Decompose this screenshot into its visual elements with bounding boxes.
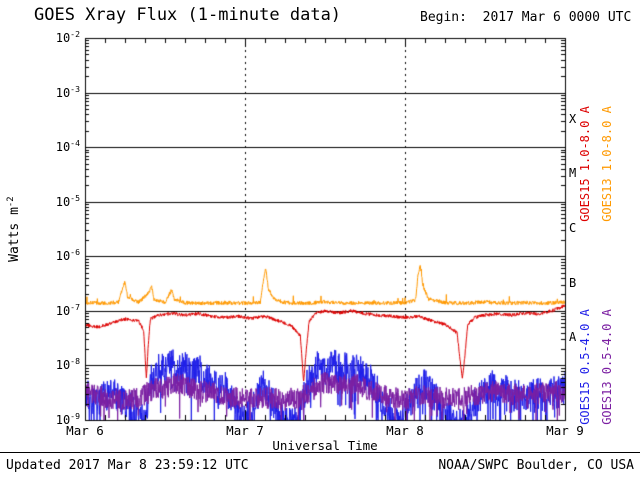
x-tick-label: Mar 7 — [226, 423, 264, 438]
flare-class-label: M — [569, 166, 577, 181]
x-axis-label: Universal Time — [272, 438, 378, 453]
updated-timestamp: Updated 2017 Mar 8 23:59:12 UTC — [6, 458, 249, 473]
y-tick-label: 10-3 — [55, 83, 80, 100]
y-tick-label: 10-2 — [55, 29, 80, 45]
begin-time-label: Begin: 2017 Mar 6 0000 UTC — [420, 10, 632, 25]
flare-class-label: A — [569, 330, 577, 345]
flare-class-label: B — [569, 275, 577, 290]
series-axis-label: GOES15 0.5-4.0 A — [578, 309, 592, 425]
y-tick-label: 10-4 — [55, 138, 80, 155]
noaa-swpc-credit: NOAA/SWPC Boulder, CO USA — [438, 458, 634, 473]
series-axis-label: GOES13 0.5-4.0 A — [600, 309, 614, 425]
x-tick-label: Mar 6 — [66, 423, 104, 438]
footer-divider — [0, 452, 640, 453]
series-axis-label: GOES15 1.0-8.0 A — [578, 106, 592, 222]
y-tick-label: 10-5 — [55, 192, 80, 209]
y-tick-label: 10-7 — [55, 301, 80, 318]
flare-class-label: C — [569, 221, 577, 235]
y-axis-label: Watts m-2 — [6, 154, 22, 304]
y-tick-label: 10-8 — [55, 356, 80, 373]
x-tick-label: Mar 8 — [386, 423, 424, 438]
x-tick-label: Mar 9 — [546, 423, 584, 438]
y-axis-label-base: Watts m — [7, 207, 23, 262]
y-axis-label-exponent: -2 — [5, 196, 16, 208]
chart-title: GOES Xray Flux (1-minute data) — [34, 5, 342, 25]
flare-class-label: X — [569, 111, 577, 126]
y-tick-label: 10-9 — [55, 411, 80, 427]
series-axis-label: GOES13 1.0-8.0 A — [600, 106, 614, 222]
y-tick-label: 10-6 — [55, 247, 80, 264]
